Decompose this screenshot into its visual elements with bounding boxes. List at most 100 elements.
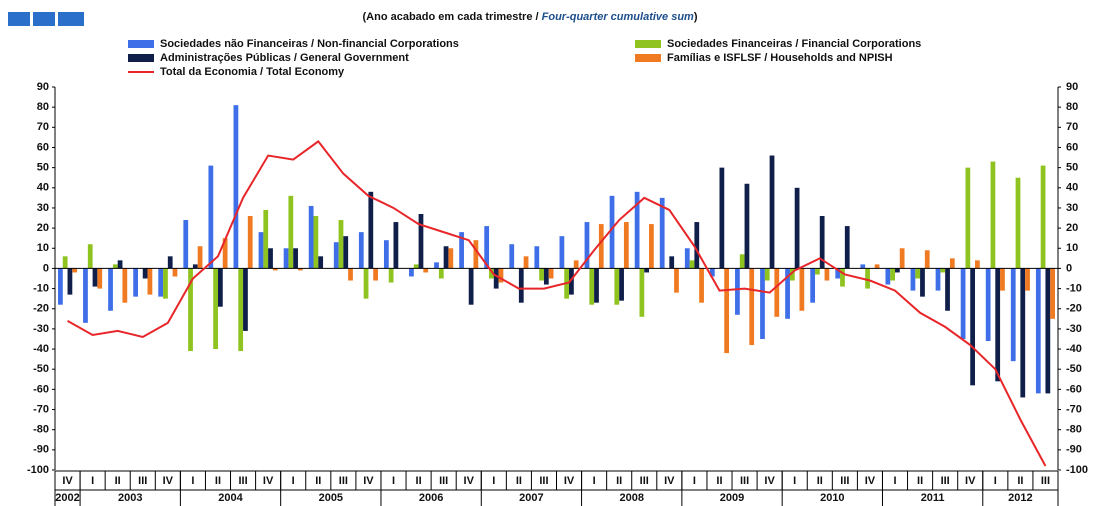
legend-label: Total da Economia / Total Economy (160, 66, 345, 78)
bar (473, 240, 479, 269)
year-label: 2009 (720, 492, 744, 504)
bar (539, 268, 544, 281)
bar (448, 248, 454, 269)
y2-tick-label: -90 (1066, 444, 1082, 456)
y2-tick-label: -70 (1066, 403, 1082, 415)
y-tick-label: -70 (33, 403, 49, 415)
bar (649, 224, 654, 269)
bar (368, 191, 374, 269)
x-tick-label: I (693, 475, 696, 487)
bar (493, 268, 499, 289)
y-tick-label: -40 (33, 343, 49, 355)
bar (72, 268, 78, 273)
bar (142, 268, 148, 279)
year-label: 2010 (820, 492, 844, 504)
bar (318, 256, 324, 269)
bar (188, 268, 193, 352)
logo-box (33, 12, 55, 26)
bar (388, 268, 394, 283)
y2-tick-label: 40 (1066, 182, 1078, 194)
bar (975, 260, 980, 269)
x-tick-label: III (1041, 475, 1050, 487)
bar (659, 197, 665, 269)
bar (819, 216, 825, 269)
bar (67, 268, 73, 295)
bar (87, 244, 93, 269)
x-tick-label: II (1017, 475, 1023, 487)
bar (920, 268, 925, 297)
y2-tick-label: -40 (1066, 343, 1082, 355)
x-tick-label: I (492, 475, 495, 487)
y-tick-label: 30 (37, 202, 49, 214)
bar (598, 224, 604, 269)
y-tick-label: -100 (27, 464, 49, 476)
bar (774, 268, 780, 317)
x-tick-label: II (416, 475, 422, 487)
y2-tick-label: 10 (1066, 242, 1078, 254)
bar (935, 268, 941, 291)
bar (1020, 268, 1026, 398)
bar (1010, 268, 1016, 362)
y2-tick-label: 20 (1066, 222, 1078, 234)
bar (83, 268, 88, 323)
y2-tick-label: 80 (1066, 101, 1078, 113)
bar (990, 161, 996, 269)
bar (288, 195, 294, 269)
x-tick-label: II (315, 475, 321, 487)
bar (343, 236, 349, 269)
bar (744, 183, 750, 269)
bar (835, 268, 841, 279)
bar (208, 165, 214, 269)
bar (1050, 268, 1055, 319)
x-tick-label: I (893, 475, 896, 487)
bar (213, 268, 218, 350)
bar (222, 238, 228, 269)
bar (293, 248, 298, 269)
y2-tick-label: -100 (1066, 464, 1088, 476)
x-tick-label: IV (263, 475, 274, 487)
bar (108, 268, 113, 311)
bar (890, 268, 896, 281)
bar (348, 268, 353, 281)
y-tick-label: 40 (37, 182, 49, 194)
x-tick-label: III (238, 475, 247, 487)
bar (910, 268, 916, 291)
x-tick-label: IV (163, 475, 174, 487)
bar (268, 248, 273, 269)
x-tick-label: I (292, 475, 295, 487)
bar (949, 258, 955, 269)
legend-label: Administrações Públicas / General Govern… (160, 52, 409, 64)
x-tick-label: I (91, 475, 94, 487)
y2-tick-label: 60 (1066, 141, 1078, 153)
bar (1015, 177, 1021, 269)
bar (459, 232, 464, 269)
bar (824, 268, 830, 281)
bar (518, 268, 524, 303)
bar (684, 248, 690, 269)
bar (247, 216, 253, 269)
y-tick-label: -10 (33, 282, 49, 294)
bar (865, 268, 870, 289)
bar (548, 268, 554, 279)
bar (117, 260, 123, 269)
bar (147, 268, 153, 295)
bar (674, 268, 679, 293)
bar (764, 268, 770, 281)
year-label: 2008 (619, 492, 643, 504)
y-tick-label: 60 (37, 141, 49, 153)
x-tick-label: II (215, 475, 221, 487)
legend-label: Famílias e ISFLSF / Households and NPISH (667, 52, 893, 64)
bar (423, 268, 429, 273)
bar (639, 268, 645, 317)
bar (272, 268, 278, 271)
bar (874, 264, 880, 269)
y-tick-label: 70 (37, 121, 49, 133)
bar (373, 268, 378, 281)
bar (799, 268, 805, 311)
bar (409, 268, 414, 277)
bar (940, 268, 946, 273)
bar (443, 246, 449, 269)
bar (1045, 268, 1051, 394)
y2-tick-label: 0 (1066, 262, 1072, 274)
bar (899, 248, 905, 269)
